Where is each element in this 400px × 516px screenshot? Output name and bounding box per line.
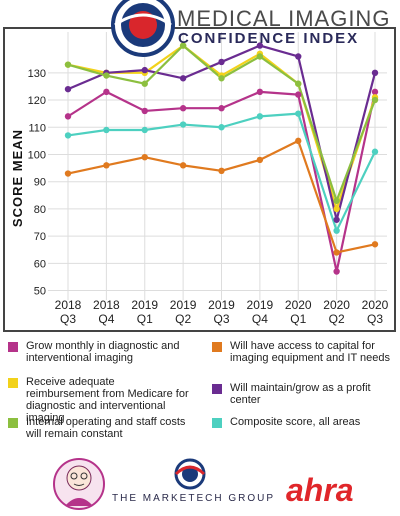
data-point (103, 72, 110, 79)
data-point (103, 162, 110, 169)
chart-subtitle: CONFIDENCE INDEX (178, 30, 360, 47)
data-point (64, 113, 72, 120)
x-tick-quarter: Q3 (60, 312, 76, 326)
data-point (295, 80, 302, 87)
legend-swatch (8, 418, 18, 428)
x-tick-year: 2019 (208, 298, 235, 312)
chart-frame (3, 27, 396, 332)
data-point (333, 216, 340, 223)
data-point (371, 241, 379, 248)
y-axis-label: SCORE MEAN (10, 129, 25, 227)
data-point (218, 124, 225, 131)
data-point (103, 126, 110, 134)
data-point (333, 197, 340, 204)
data-point (371, 69, 379, 77)
data-point (179, 105, 187, 112)
data-point (64, 61, 72, 68)
y-tick-label: 100 (28, 149, 46, 161)
y-tick-label: 120 (28, 95, 46, 107)
data-point (295, 91, 302, 98)
legend-swatch (8, 342, 18, 352)
data-point (64, 132, 72, 139)
x-ticks: 2018Q32018Q42019Q12019Q22019Q32019Q42020… (55, 298, 389, 326)
data-point (141, 153, 148, 161)
data-point (103, 88, 110, 96)
data-point (256, 42, 264, 49)
data-point (333, 227, 340, 234)
x-tick-quarter: Q3 (367, 312, 383, 326)
x-tick-quarter: Q1 (290, 312, 306, 326)
chart-title: MEDICAL IMAGING (177, 6, 391, 31)
marketech-wordmark: THE MARKETECH GROUP (112, 493, 276, 504)
legend-swatch (8, 378, 18, 388)
data-point (141, 80, 148, 87)
marketech-logo (174, 458, 206, 490)
legend-label: Will maintain/grow as a profit center (230, 382, 371, 406)
data-point (256, 88, 264, 96)
data-point (179, 42, 187, 49)
data-point (64, 85, 72, 93)
data-point (371, 96, 379, 104)
data-point (333, 205, 340, 213)
sponsor-mascot-logo (53, 458, 105, 510)
data-point (218, 75, 225, 82)
x-tick-year: 2018 (93, 298, 120, 312)
x-tick-quarter: Q4 (98, 312, 114, 326)
legend-label: Composite score, all areas (230, 416, 361, 428)
data-point (371, 88, 379, 96)
data-point (218, 58, 225, 66)
y-tick-label: 90 (34, 177, 46, 189)
data-point (295, 53, 302, 60)
x-tick-quarter: Q1 (137, 312, 153, 326)
x-tick-year: 2019 (170, 298, 197, 312)
data-point (179, 162, 187, 169)
x-tick-quarter: Q3 (213, 312, 229, 326)
data-point (141, 126, 148, 134)
y-tick-label: 130 (28, 68, 46, 80)
y-tick-label: 50 (34, 286, 46, 298)
x-tick-year: 2019 (131, 298, 158, 312)
legend-label: Internal operating and staff costs will … (26, 416, 186, 440)
y-tick-label: 110 (28, 122, 46, 134)
x-tick-year: 2020 (285, 298, 312, 312)
legend-label: Receive adequate reimbursement from Medi… (26, 376, 189, 424)
data-point (256, 113, 264, 120)
legend-swatch (212, 418, 222, 428)
y-tick-label: 70 (34, 231, 46, 243)
y-tick-label: 60 (34, 258, 46, 270)
data-point (141, 107, 148, 115)
x-tick-year: 2018 (55, 298, 82, 312)
data-point (295, 137, 302, 145)
x-tick-year: 2019 (247, 298, 274, 312)
x-tick-quarter: Q2 (329, 312, 345, 326)
y-ticks: 50 60 70 80 90 100 110 120 130 (28, 68, 46, 298)
legend-label: Will have access to capital for imaging … (230, 340, 391, 364)
data-point (141, 66, 148, 74)
data-point (333, 249, 340, 256)
series-points (64, 42, 379, 275)
x-tick-year: 2020 (362, 298, 389, 312)
data-point (218, 167, 225, 175)
data-point (179, 75, 187, 82)
data-point (256, 53, 264, 60)
data-point (179, 121, 187, 128)
data-point (295, 110, 302, 117)
ahra-logo: ahra (286, 472, 354, 508)
data-point (64, 170, 72, 177)
y-tick-label: 80 (34, 204, 46, 216)
data-point (371, 148, 379, 155)
legend-label: Grow monthly in diagnostic and intervent… (26, 340, 180, 364)
data-point (256, 156, 264, 164)
x-tick-year: 2020 (323, 298, 350, 312)
legend-swatch (212, 342, 222, 352)
mici-logo (111, 0, 175, 57)
data-point (333, 268, 340, 275)
data-point (218, 105, 225, 112)
x-tick-quarter: Q4 (252, 312, 268, 326)
legend-swatch (212, 384, 222, 394)
x-tick-quarter: Q2 (175, 312, 191, 326)
